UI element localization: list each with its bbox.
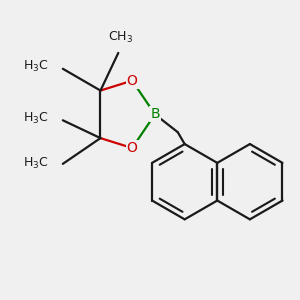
Text: H$_3$C: H$_3$C xyxy=(23,59,49,74)
Text: O: O xyxy=(127,141,138,155)
Text: O: O xyxy=(127,74,138,88)
Text: CH$_3$: CH$_3$ xyxy=(108,30,133,45)
Text: H$_3$C: H$_3$C xyxy=(23,111,49,126)
Text: B: B xyxy=(150,107,160,121)
Text: H$_3$C: H$_3$C xyxy=(23,156,49,171)
